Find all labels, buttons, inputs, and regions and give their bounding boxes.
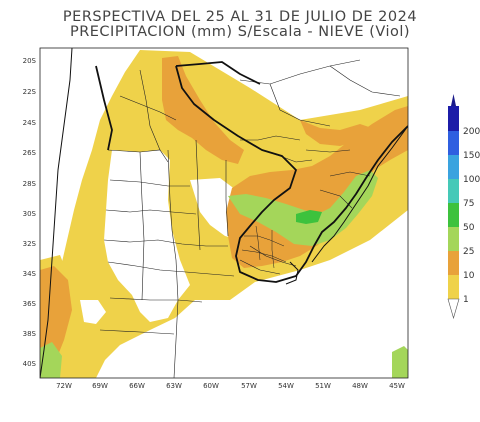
lat-label: 22S (23, 88, 37, 96)
colorbar-bottom-arrow (447, 298, 460, 320)
colorbar-swatch-50 (448, 203, 459, 227)
lon-label: 63W (166, 382, 182, 390)
colorbar-top-arrow (451, 94, 456, 106)
lon-label: 60W (203, 382, 219, 390)
lon-label: 66W (129, 382, 145, 390)
uruguay-departments (241, 225, 287, 269)
province-boundaries (99, 59, 401, 378)
map-title-line-2: PRECIPITACION (mm) S/Escala - NIEVE (Vio… (69, 24, 411, 40)
map-border (39, 47, 409, 379)
lat-label: 20S (23, 57, 37, 65)
lon-label: 48W (352, 382, 368, 390)
colorbar-label: 10 (463, 271, 475, 281)
coastline (40, 48, 408, 378)
lat-label: 26S (23, 149, 37, 157)
longitude-axis: 72W 69W 66W 63W 60W 57W 54W 51W 48W 45W (56, 382, 405, 390)
lon-label: 54W (278, 382, 294, 390)
national-borders (95, 61, 408, 283)
lat-label: 32S (23, 240, 37, 248)
lon-label: 72W (56, 382, 72, 390)
lon-label: 51W (315, 382, 331, 390)
colorbar-label: 150 (463, 151, 480, 161)
lon-label: 69W (92, 382, 108, 390)
colorbar-label: 200 (463, 127, 480, 137)
colorbar-label: 25 (463, 247, 474, 257)
lat-label: 38S (23, 330, 37, 338)
lat-label: 24S (23, 119, 37, 127)
latitude-axis: 20S 22S 24S 26S 28S 30S 32S 34S 36S 38S … (23, 57, 37, 368)
colorbar-swatch-150 (448, 131, 459, 155)
colorbar-label: 75 (463, 199, 474, 209)
lon-label: 45W (389, 382, 405, 390)
colorbar-swatch-10 (448, 251, 459, 275)
lat-label: 30S (23, 210, 37, 218)
lat-label: 40S (23, 360, 37, 368)
colorbar-label: 1 (463, 295, 469, 305)
lat-label: 36S (23, 300, 37, 308)
colorbar-label: 100 (463, 175, 480, 185)
colorbar-swatch-75 (448, 179, 459, 203)
lat-label: 28S (23, 180, 37, 188)
colorbar-swatch-1 (448, 275, 459, 299)
colorbar-label: 50 (463, 223, 475, 233)
colorbar-swatch-200 (448, 106, 459, 131)
map-title-line-1: PERSPECTIVA DEL 25 AL 31 DE JULIO DE 202… (62, 9, 418, 25)
lat-label: 34S (23, 270, 37, 278)
lon-label: 57W (241, 382, 257, 390)
colorbar-swatch-25 (448, 227, 459, 251)
precipitation-colorbar: 200 150 100 75 50 25 10 1 (447, 94, 480, 320)
precip-field-50-75 (296, 210, 322, 224)
colorbar-swatch-100 (448, 155, 459, 179)
